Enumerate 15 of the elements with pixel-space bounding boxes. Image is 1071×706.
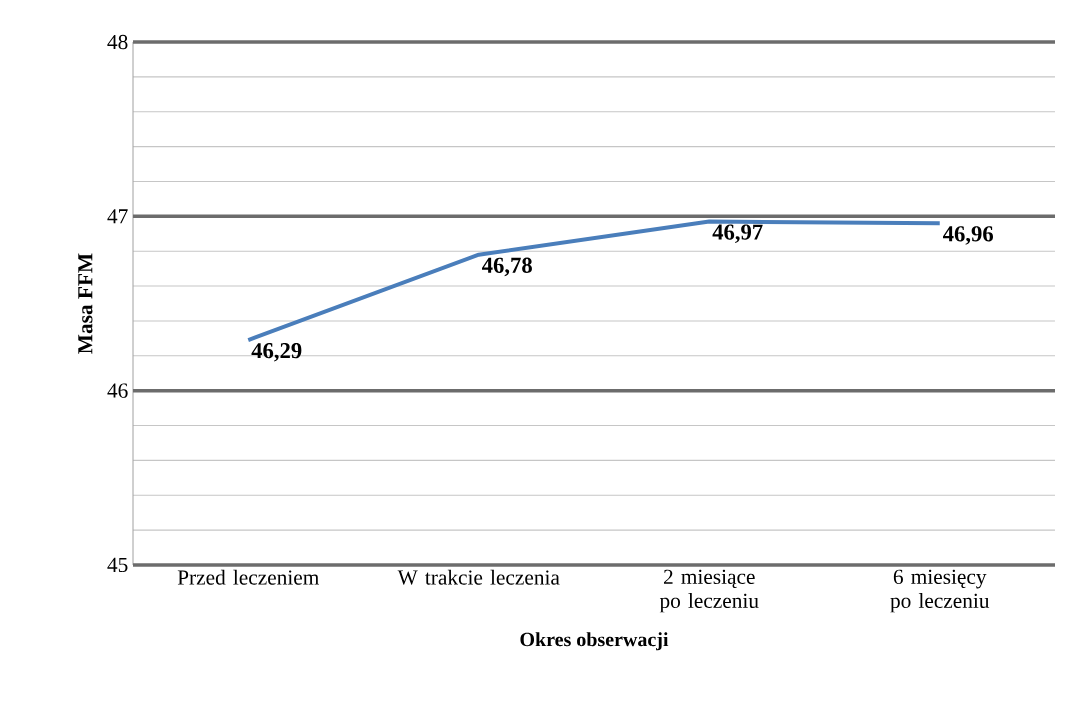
x-tick-label: 6 miesięcy po leczeniu: [890, 569, 990, 613]
data-label: 46,29: [251, 343, 302, 362]
x-axis-title: Okres obserwacji: [520, 632, 669, 651]
y-tick-label: 46: [107, 383, 128, 398]
x-tick-label: 2 miesiące po leczeniu: [659, 569, 759, 613]
y-tick-label: 47: [107, 209, 128, 224]
y-tick-label: 45: [107, 557, 128, 573]
x-tick-label: Przed leczeniem: [177, 569, 319, 585]
data-label: 46,97: [712, 224, 763, 244]
line-series: [246, 219, 942, 343]
x-tick-label: W trakcie leczenia: [397, 569, 560, 585]
y-tick-label: 48: [107, 34, 128, 50]
data-label: 46,96: [943, 226, 994, 245]
y-axis-title: Masa FFM: [78, 253, 93, 354]
data-label: 46,78: [482, 257, 532, 277]
